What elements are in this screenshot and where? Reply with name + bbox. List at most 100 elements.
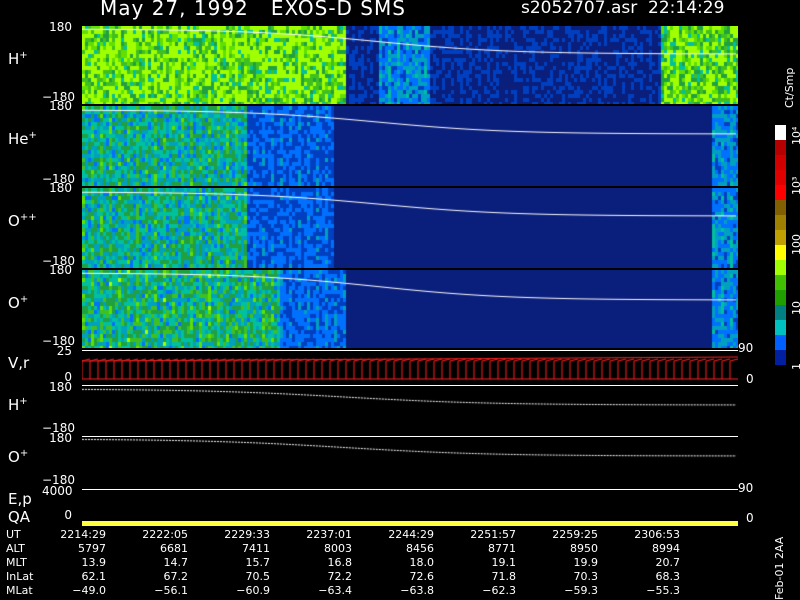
ephemeris-cell: 5797 — [78, 542, 106, 555]
ephemeris-cell: 62.1 — [81, 570, 107, 583]
ephemeris-header: MLT — [6, 556, 27, 569]
y-tick-top: 180 — [49, 99, 72, 113]
ephemeris-cell: 72.2 — [327, 570, 353, 583]
side-label: Feb-01 2AA — [773, 536, 786, 600]
vr-panel — [82, 350, 738, 385]
panel-label-h: H+ — [8, 50, 28, 68]
ephemeris-cell: 8771 — [488, 542, 516, 555]
panel-label-ep: E,p — [8, 490, 32, 508]
he-plus-spectrogram — [82, 106, 738, 186]
ephemeris-cell: −63.8 — [400, 584, 434, 597]
panel-label-o: O+ — [8, 294, 29, 312]
ephemeris-cell: −56.1 — [154, 584, 188, 597]
panel-label-o-lower: O+ — [8, 448, 29, 466]
qa-bar — [82, 521, 738, 526]
ephemeris-cell: −60.9 — [236, 584, 270, 597]
ephemeris-header: UT — [6, 528, 21, 541]
o-plus-plus-spectrogram — [82, 188, 738, 268]
y-tick-bottom: 0 — [64, 370, 72, 384]
colorbar-segment — [775, 230, 786, 245]
ephemeris-cell: 6681 — [160, 542, 188, 555]
ephemeris-cell: 2214:29 — [60, 528, 106, 541]
panel-label-o2: O++ — [8, 212, 37, 230]
h-plus-spectrogram — [82, 26, 738, 104]
colorbar-tick: 10 — [790, 301, 800, 315]
ephemeris-cell: 70.5 — [245, 570, 271, 583]
panel-label-h-lower: H+ — [8, 396, 28, 414]
ephemeris-cell: 16.8 — [327, 556, 353, 569]
ephemeris-cell: −49.0 — [72, 584, 106, 597]
o-plus-spectrogram — [82, 270, 738, 348]
plot-title: May 27, 1992 EXOS-D SMS — [100, 0, 406, 20]
colorbar-segment — [775, 155, 786, 170]
y-tick-top: 180 — [49, 181, 72, 195]
y-tick-top: 25 — [56, 344, 72, 358]
ephemeris-header: ALT — [6, 542, 25, 555]
panel-label-he: He+ — [8, 130, 37, 148]
ephemeris-cell: 18.0 — [409, 556, 435, 569]
y-tick-top: 180 — [49, 431, 72, 445]
file-label: s2052707.asr 22:14:29 — [521, 0, 725, 18]
ephemeris-row: InLat 62.1 67.2 70.5 72.2 72.6 71.8 70.3 68.3 — [0, 570, 760, 584]
colorbar-segment — [775, 335, 786, 350]
ephemeris-cell: −62.3 — [482, 584, 516, 597]
y-tick-bottom: −180 — [42, 473, 75, 487]
right-tick-bottom: 0 — [746, 372, 754, 386]
ephemeris-cell: 2237:01 — [306, 528, 352, 541]
ephemeris-row: UT 2214:29 2222:05 2229:33 2237:01 2244:29 225… — [0, 528, 760, 542]
ephemeris-header: MLat — [6, 584, 33, 597]
colorbar-segment — [775, 215, 786, 230]
y-tick-bottom: 0 — [64, 508, 72, 522]
ephemeris-cell: 67.2 — [163, 570, 189, 583]
ep-panel — [82, 489, 738, 522]
ephemeris-cell: 7411 — [242, 542, 270, 555]
ephemeris-cell: 68.3 — [655, 570, 681, 583]
y-tick-bottom: −180 — [42, 421, 75, 435]
colorbar-unit: Ct/Smp — [783, 67, 796, 108]
colorbar-segment — [775, 350, 786, 365]
colorbar-tick: 1 — [790, 363, 800, 370]
ephemeris-cell: 20.7 — [655, 556, 681, 569]
colorbar-tick: 100 — [790, 234, 800, 255]
ephemeris-cell: 2222:05 — [142, 528, 188, 541]
ephemeris-cell: 8950 — [570, 542, 598, 555]
ephemeris-cell: 8456 — [406, 542, 434, 555]
ephemeris-cell: 2251:57 — [470, 528, 516, 541]
ephemeris-cell: −59.3 — [564, 584, 598, 597]
colorbar-segment — [775, 275, 786, 290]
colorbar-segment — [775, 320, 786, 335]
colorbar-tick: 10³ — [790, 176, 800, 195]
panel-label-vr: V,r — [8, 354, 30, 372]
colorbar-segment — [775, 170, 786, 185]
ephemeris-cell: −55.3 — [646, 584, 680, 597]
ephemeris-cell: 2244:29 — [388, 528, 434, 541]
ephemeris-header: InLat — [6, 570, 34, 583]
y-tick-bottom: −180 — [42, 90, 75, 104]
ephemeris-cell: 15.7 — [245, 556, 271, 569]
ephemeris-row: MLT 13.9 14.7 15.7 16.8 18.0 19.1 19.9 20.7 — [0, 556, 760, 570]
colorbar-segment — [775, 185, 786, 200]
y-tick-top: 180 — [49, 20, 72, 34]
ephemeris-cell: 14.7 — [163, 556, 189, 569]
y-tick-top: 180 — [49, 263, 72, 277]
ephemeris-cell: 70.3 — [573, 570, 599, 583]
ephemeris-cell: −63.4 — [318, 584, 352, 597]
y-tick-top: 180 — [49, 380, 72, 394]
ephemeris-cell: 2259:25 — [552, 528, 598, 541]
y-tick-top: 4000 — [42, 484, 73, 498]
ephemeris-cell: 2306:53 — [634, 528, 680, 541]
colorbar-tick: 10⁴ — [790, 126, 800, 145]
colorbar-segment — [775, 260, 786, 275]
colorbar-segment — [775, 305, 786, 320]
colorbar-segment — [775, 290, 786, 305]
y-tick-bottom: −180 — [42, 172, 75, 186]
ephemeris-cell: 72.6 — [409, 570, 435, 583]
h-plus-pitch-panel — [82, 385, 738, 436]
colorbar-segment — [775, 140, 786, 155]
ephemeris-cell: 19.9 — [573, 556, 599, 569]
colorbar-segment — [775, 200, 786, 215]
ephemeris-cell: 8994 — [652, 542, 680, 555]
right-tick-top: 90 — [738, 481, 754, 495]
ephemeris-cell: 19.1 — [491, 556, 517, 569]
right-tick-bottom: 0 — [746, 511, 754, 525]
